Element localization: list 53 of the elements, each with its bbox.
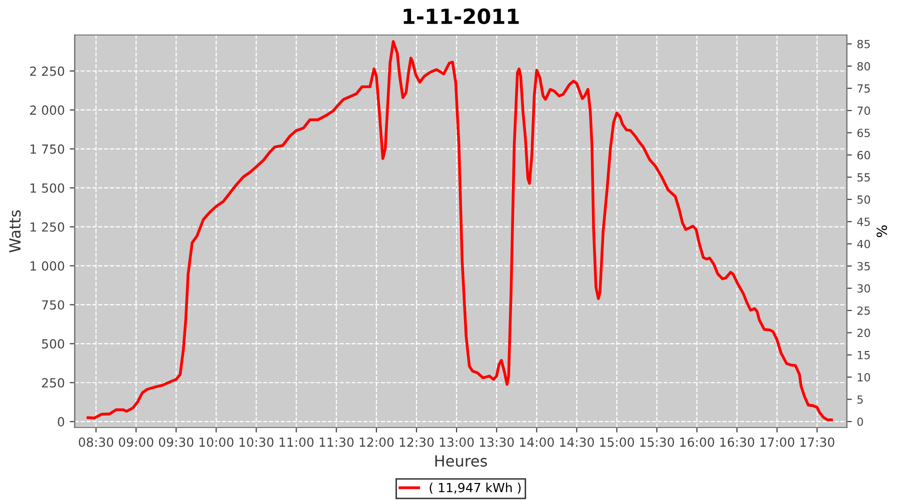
legend-label: ( 11,947 kWh ) [430,482,521,494]
x-tick-label: 11:30 [320,437,354,447]
y-tick-label: 1 500 [30,183,64,193]
y2-tick-label: 10 [858,373,870,382]
y2-tick-label: 15 [858,351,870,360]
y2-tick-label: 85 [857,40,870,48]
y2-tick-label: 5 [857,395,863,404]
y2-tick-label: 45 [857,218,870,226]
y2-tick-label: 60 [857,150,870,160]
y-tick-label: 2 000 [30,105,64,115]
y-tick-label: 1 750 [30,144,64,154]
x-axis-title: Heures [435,455,487,467]
y-tick-label: 500 [42,339,64,349]
x-tick-label: 13:00 [440,437,474,447]
x-tick-label: 10:30 [240,437,274,447]
x-tick-label: 17:30 [800,437,834,447]
x-tick-label: 10:00 [200,437,234,447]
y2-tick-label: 35 [857,262,870,270]
x-tick-label: 12:00 [360,437,394,447]
y2-tick-label: 20 [857,328,870,338]
x-tick-label: 14:30 [560,437,594,447]
y2-tick-label: 50 [857,195,870,204]
x-tick-label: 13:30 [480,437,514,447]
y2-tick-label: 80 [857,62,870,70]
x-tick-label: 16:30 [720,437,754,447]
y2-tick-label: 65 [857,128,870,138]
x-tick-label: 12:30 [400,437,434,447]
y2-tick-label: 25 [857,306,870,315]
x-tick-label: 15:00 [600,437,634,447]
x-tick-label: 17:00 [760,437,794,447]
y2-tick-label: 75 [858,84,870,93]
y-tick-label: 750 [42,300,64,310]
x-tick-label: 09:30 [158,437,194,447]
x-tick-label: 14:00 [520,437,554,447]
y2-tick-label: 30 [857,284,870,293]
y-tick-label: 0 [58,417,64,427]
y-tick-label: 2 250 [30,66,64,76]
x-tick-label: 09:00 [118,437,154,447]
x-tick-label: 08:30 [78,437,114,447]
chart-title: 1-11-2011 [404,8,519,24]
y2-tick-label: 70 [858,106,870,115]
y2-axis-title: % [876,225,888,238]
y-axis-title: Watts [9,210,21,252]
y2-tick-label: 40 [857,240,870,248]
y2-tick-label: 0 [857,418,863,426]
y-tick-label: 1 000 [30,261,64,271]
x-tick-label: 15:30 [640,437,674,447]
y-tick-label: 1 250 [30,222,64,232]
x-tick-label: 16:00 [680,437,714,447]
y2-tick-label: 55 [857,173,870,182]
y-tick-label: 250 [42,378,64,388]
x-tick-label: 11:00 [280,437,314,447]
line-series [86,40,833,422]
